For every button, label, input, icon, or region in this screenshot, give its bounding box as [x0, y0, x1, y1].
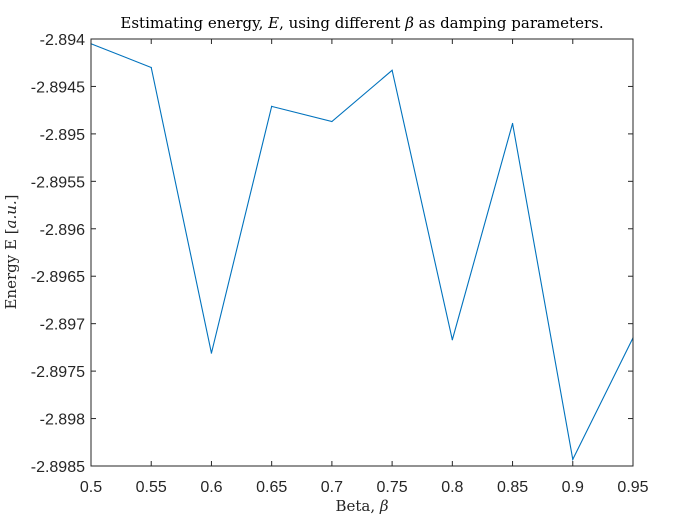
y-tick-label: -2.896 — [40, 222, 85, 239]
data-point — [451, 339, 453, 341]
data-point — [331, 120, 333, 123]
x-tick-labels: 0.5 0.55 0.6 0.65 0.7 0.75 0.8 0.85 0.9 0.95 — [80, 479, 649, 496]
data-series-line — [90, 43, 634, 462]
x-tick-label: 0.8 — [441, 479, 463, 496]
data-point — [150, 66, 152, 69]
y-axis-label: Energy E [a.u.] — [2, 194, 20, 309]
chart-title-part-2: , using different — [279, 14, 405, 32]
x-tick-label: 0.65 — [256, 479, 287, 496]
data-point — [391, 69, 393, 71]
data-point — [271, 105, 273, 107]
y-tick-label: -2.894 — [40, 32, 85, 49]
y-tick-labels: -2.894 -2.8945 -2.895 -2.8955 -2.896 -2.8965 -… — [31, 32, 85, 476]
x-axis-label-text: Beta, — [335, 497, 379, 515]
x-tick-label: 0.5 — [80, 479, 102, 496]
data-point — [210, 352, 213, 354]
y-axis-label-unit: a.u. — [2, 200, 20, 228]
y-axis-label-close: ] — [2, 194, 20, 200]
y-axis-label-text: Energy E [ — [2, 228, 20, 309]
x-axis-label: Beta, β — [335, 497, 388, 515]
chart-title-part-1: Estimating energy, — [120, 14, 268, 32]
chart-title-part-3: as damping parameters. — [414, 14, 604, 32]
x-tick-label: 0.7 — [321, 479, 343, 496]
chart-title: Estimating energy, E, using different β … — [120, 14, 603, 32]
x-tick-label: 0.95 — [617, 479, 648, 496]
data-point — [572, 458, 574, 460]
y-tick-label: -2.895 — [40, 127, 85, 144]
y-tick-label: -2.897 — [40, 317, 85, 334]
y-tick-label: -2.8955 — [31, 174, 85, 191]
y-tick-label: -2.8965 — [31, 269, 85, 286]
y-tick-label: -2.898 — [40, 412, 85, 429]
axes-box — [90, 38, 634, 467]
x-tick-label: 0.55 — [136, 479, 167, 496]
x-axis-label-symbol: β — [379, 497, 389, 515]
y-tick-label: -2.8975 — [31, 364, 85, 381]
chart-title-beta-symbol: β — [404, 14, 414, 32]
chart-title-energy-symbol: E — [267, 14, 279, 32]
y-tick-label: -2.8945 — [31, 79, 85, 96]
x-tick-label: 0.75 — [377, 479, 408, 496]
y-tick-label: -2.8985 — [31, 459, 85, 476]
x-tick-label: 0.6 — [200, 479, 222, 496]
plot-area — [91, 39, 633, 466]
x-tick-label: 0.9 — [562, 479, 584, 496]
data-point — [511, 122, 514, 125]
x-tick-label: 0.85 — [497, 479, 528, 496]
